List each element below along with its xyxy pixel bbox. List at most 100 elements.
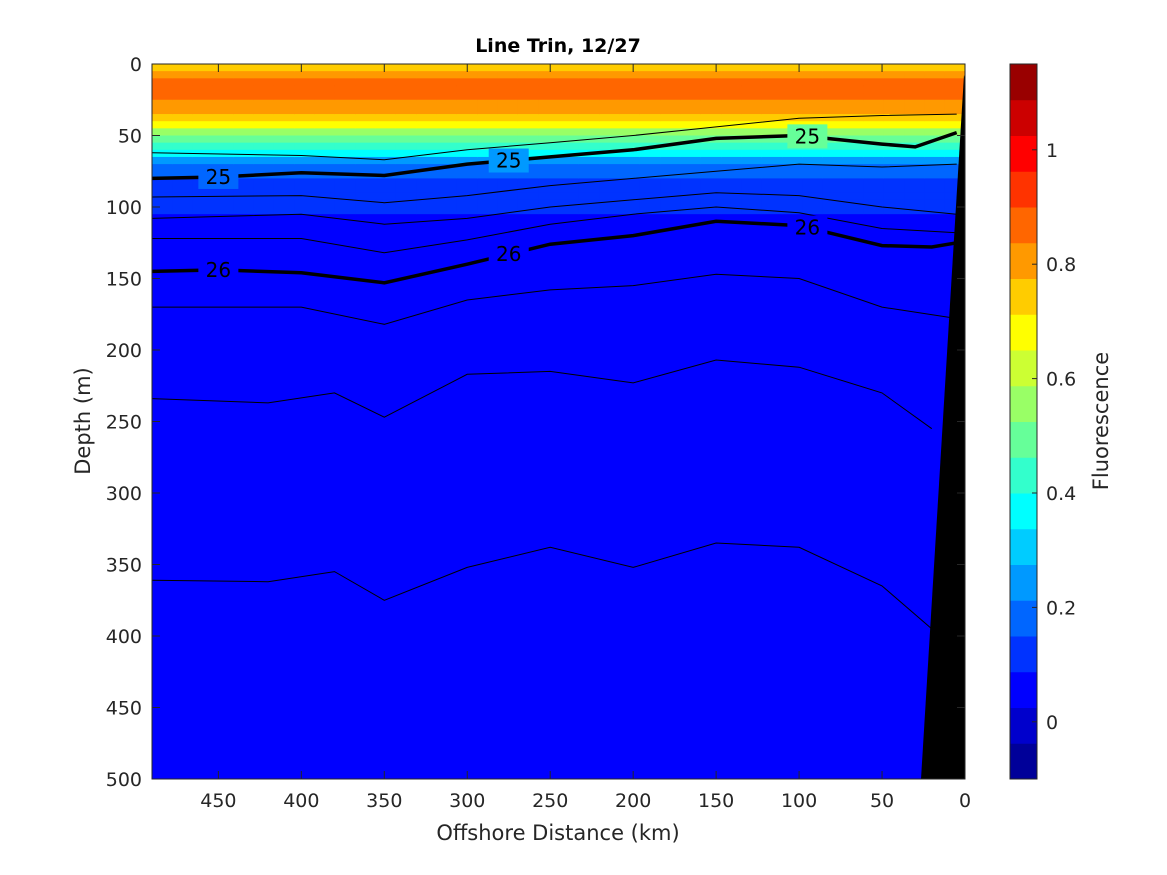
heatmap-cell xyxy=(314,500,336,508)
heatmap-cell xyxy=(822,207,844,215)
heatmap-cell xyxy=(334,457,356,465)
heatmap-cell xyxy=(497,407,519,415)
heatmap-cell xyxy=(680,450,702,458)
heatmap-cell xyxy=(721,249,743,258)
heatmap-cell xyxy=(294,199,316,208)
heatmap-cell xyxy=(395,450,417,458)
heatmap-cell xyxy=(680,607,702,616)
heatmap-cell xyxy=(639,528,661,537)
contour-label: 25 xyxy=(496,149,521,173)
heatmap-cell xyxy=(863,99,885,108)
heatmap-cell xyxy=(660,407,682,415)
heatmap-cell xyxy=(802,350,824,358)
heatmap-cell xyxy=(152,493,173,501)
heatmap-cell xyxy=(883,600,905,608)
heatmap-cell xyxy=(822,507,844,516)
heatmap-cell xyxy=(436,757,458,766)
heatmap-cell xyxy=(599,607,621,616)
heatmap-cell xyxy=(558,328,580,337)
heatmap-cell xyxy=(273,671,295,680)
heatmap-cell xyxy=(395,385,417,394)
heatmap-cell xyxy=(233,650,255,659)
heatmap-cell xyxy=(395,264,417,272)
heatmap-cell xyxy=(721,450,743,458)
heatmap-cell xyxy=(639,257,661,265)
heatmap-cell xyxy=(334,736,356,744)
heatmap-cell xyxy=(334,628,356,637)
heatmap-cell xyxy=(294,264,316,272)
heatmap-cell xyxy=(599,392,621,401)
heatmap-cell xyxy=(639,457,661,465)
heatmap-cell xyxy=(599,771,621,779)
heatmap-cell xyxy=(253,507,275,516)
heatmap-cell xyxy=(700,85,722,94)
heatmap-cell xyxy=(822,528,844,537)
heatmap-cell xyxy=(721,321,743,330)
heatmap-cell xyxy=(619,464,641,473)
heatmap-cell xyxy=(558,135,580,144)
heatmap-cell xyxy=(294,736,316,744)
heatmap-cell xyxy=(843,700,864,709)
heatmap-cell xyxy=(558,543,580,551)
heatmap-cell xyxy=(924,199,946,208)
heatmap-cell xyxy=(314,99,336,108)
heatmap-cell xyxy=(212,493,234,501)
heatmap-cell xyxy=(172,550,194,558)
heatmap-cell xyxy=(355,686,377,694)
heatmap-cell xyxy=(233,299,255,308)
heatmap-cell xyxy=(456,535,478,544)
heatmap-cell xyxy=(924,543,946,551)
heatmap-cell xyxy=(924,221,946,230)
heatmap-cell xyxy=(883,614,905,623)
heatmap-cell xyxy=(619,557,641,566)
heatmap-cell xyxy=(497,636,519,644)
heatmap-cell xyxy=(212,657,234,666)
heatmap-cell xyxy=(802,442,824,451)
heatmap-cell xyxy=(294,92,316,101)
heatmap-cell xyxy=(680,142,702,151)
heatmap-cell xyxy=(436,142,458,151)
heatmap-cell xyxy=(416,628,438,637)
heatmap-cell xyxy=(761,321,783,330)
heatmap-cell xyxy=(863,700,885,709)
heatmap-cell xyxy=(497,128,519,137)
heatmap-cell xyxy=(782,285,804,294)
heatmap-cell xyxy=(538,385,560,394)
heatmap-cell xyxy=(253,135,275,144)
heatmap-cell xyxy=(619,142,641,151)
heatmap-cell xyxy=(599,700,621,709)
heatmap-cell xyxy=(904,371,925,380)
heatmap-cell xyxy=(721,671,743,680)
heatmap-cell xyxy=(477,750,499,759)
heatmap-cell xyxy=(761,278,783,287)
colorbar-ticks: 00.20.40.60.81 xyxy=(1032,140,1076,734)
heatmap-cell xyxy=(883,628,905,637)
heatmap-cell xyxy=(497,299,519,308)
heatmap-cell xyxy=(253,557,275,566)
heatmap-cell xyxy=(599,528,621,537)
heatmap-cell xyxy=(863,593,885,601)
heatmap-cell xyxy=(538,364,560,373)
heatmap-cell xyxy=(944,64,965,72)
heatmap-cell xyxy=(172,457,194,465)
heatmap-cell xyxy=(314,400,336,408)
heatmap-cell xyxy=(700,142,722,151)
heatmap-cell xyxy=(578,628,600,637)
heatmap-cell xyxy=(294,678,316,687)
heatmap-cell xyxy=(334,678,356,687)
heatmap-cell xyxy=(843,85,864,94)
heatmap-cell xyxy=(639,757,661,766)
heatmap-cell xyxy=(152,185,173,194)
heatmap-cell xyxy=(538,292,560,301)
heatmap-cell xyxy=(497,392,519,401)
heatmap-cell xyxy=(761,478,783,487)
heatmap-cell xyxy=(558,171,580,179)
heatmap-cell xyxy=(843,314,864,322)
heatmap-cell xyxy=(680,149,702,158)
heatmap-cell xyxy=(863,514,885,523)
heatmap-cell xyxy=(619,192,641,201)
heatmap-cell xyxy=(741,750,763,759)
heatmap-cell xyxy=(599,207,621,215)
heatmap-cell xyxy=(294,164,316,172)
heatmap-cell xyxy=(700,671,722,680)
